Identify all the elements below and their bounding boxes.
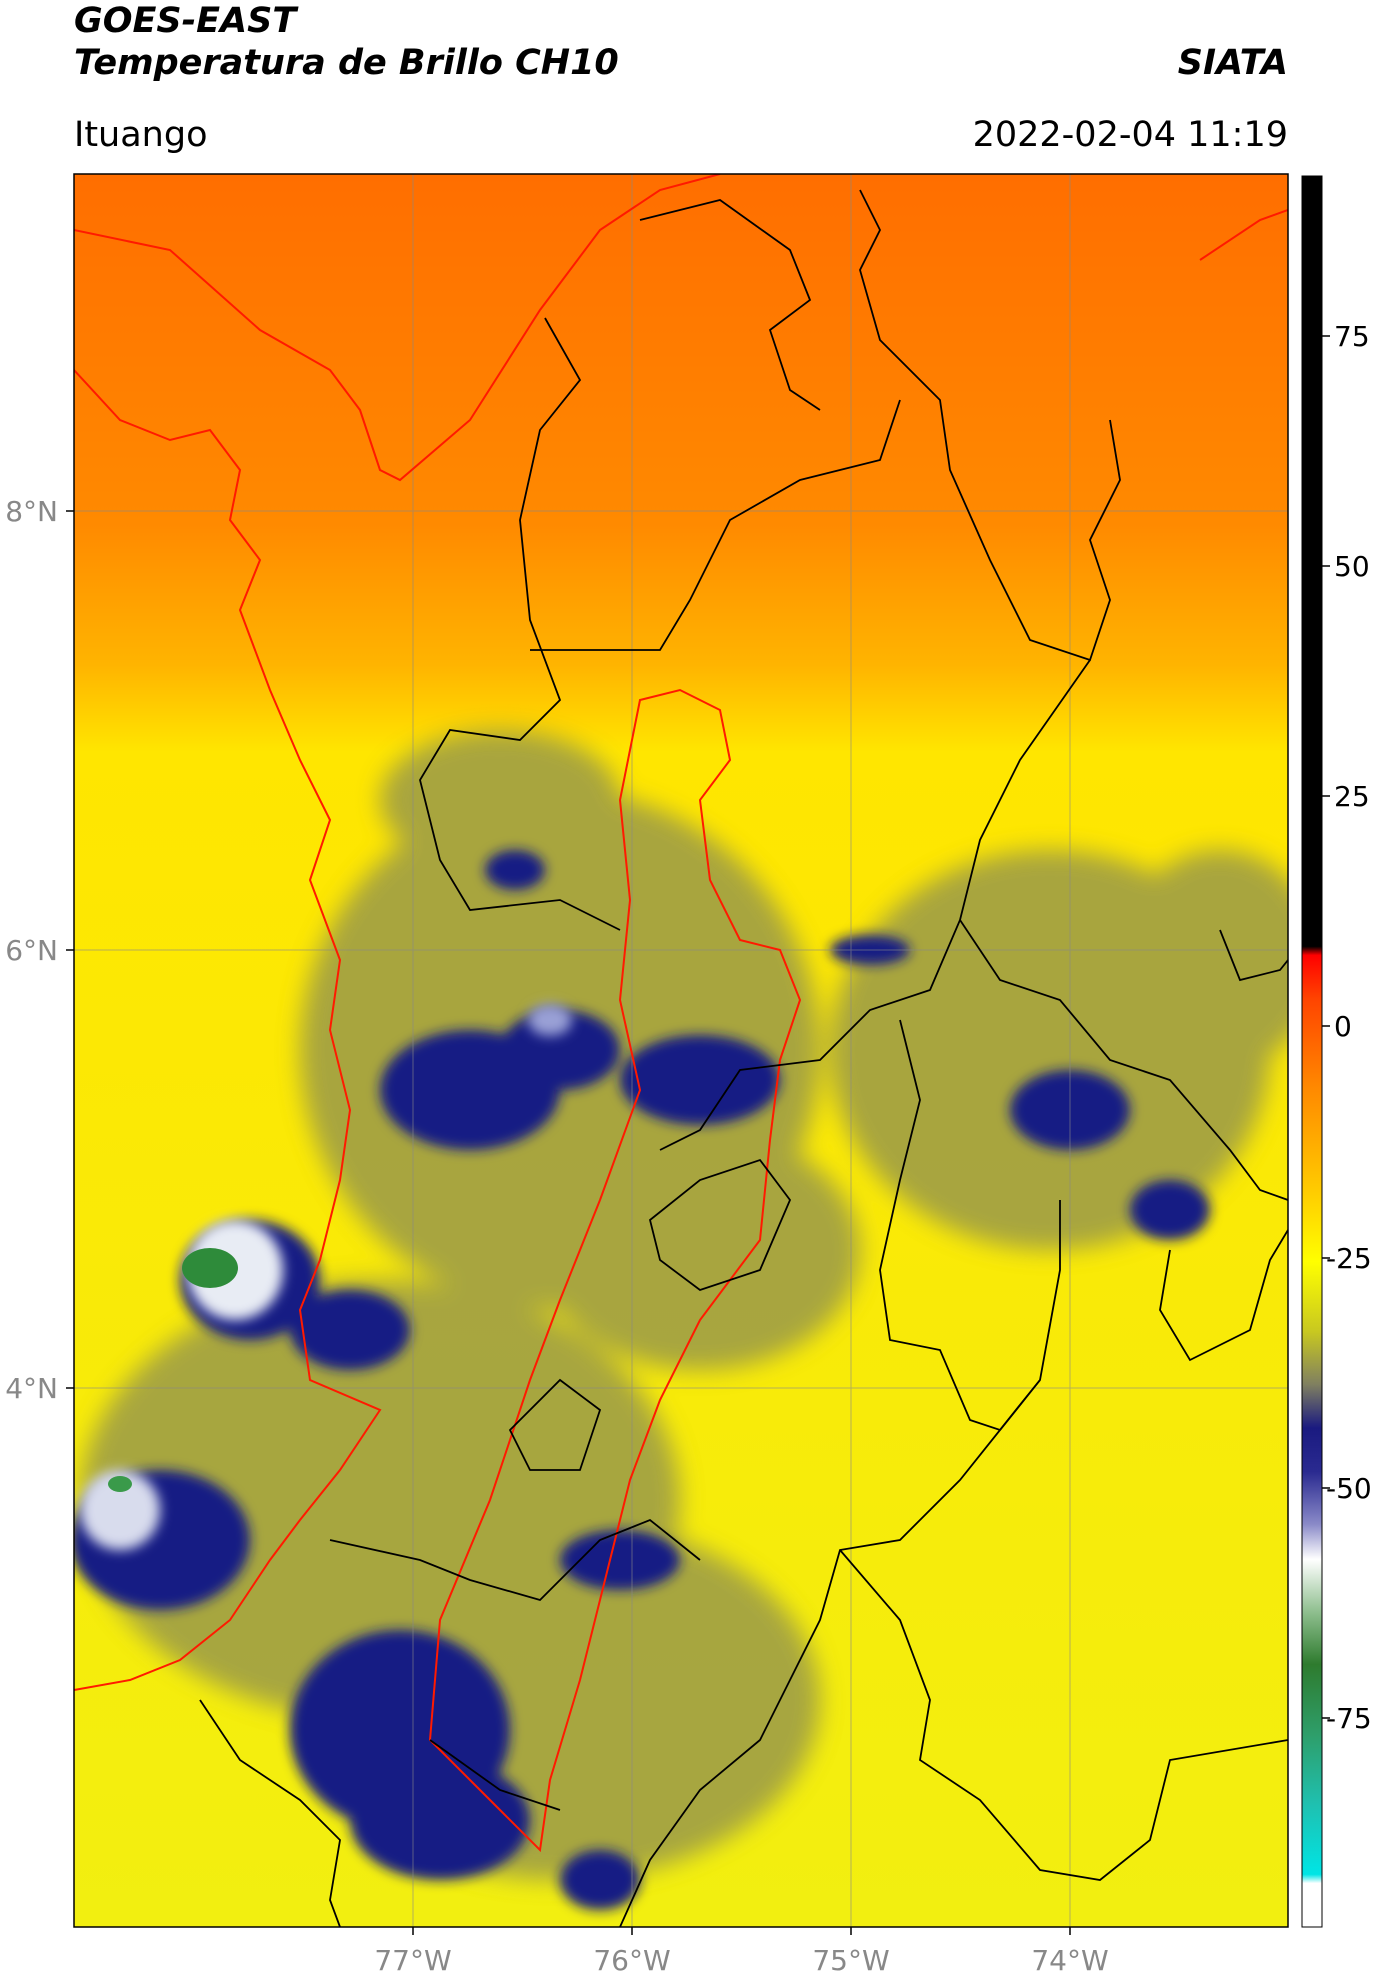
colorbar-tick: 50 bbox=[1334, 550, 1370, 583]
product-title: Temperatura de Brillo CH10 bbox=[74, 43, 619, 83]
ituango-region-outline bbox=[428, 688, 802, 1853]
cold-core-green bbox=[182, 1248, 238, 1288]
colorbar bbox=[1301, 175, 1323, 1928]
lon-label-75W: 75°W bbox=[812, 1944, 889, 1977]
satellite-title: GOES-EAST bbox=[74, 1, 297, 41]
brightness-temperature-field bbox=[74, 174, 1288, 1927]
colorbar-tick: 25 bbox=[1334, 780, 1370, 813]
latitude-labels: 8°N 6°N 4°N bbox=[5, 495, 58, 1405]
colorbar-tick: -25 bbox=[1326, 1242, 1372, 1275]
lat-label-8N: 8°N bbox=[5, 495, 58, 528]
colorbar-ticks: 75 50 25 0 -25 -50 -75 bbox=[1326, 320, 1372, 1735]
map-frame bbox=[73, 173, 1289, 1928]
lat-label-4N: 4°N bbox=[5, 1372, 58, 1405]
colorbar-tick: -50 bbox=[1326, 1472, 1372, 1505]
lon-label-76W: 76°W bbox=[593, 1944, 670, 1977]
lon-label-77W: 77°W bbox=[374, 1944, 451, 1977]
longitude-labels: 77°W 76°W 75°W 74°W bbox=[374, 1944, 1108, 1977]
admin-boundaries bbox=[199, 189, 1288, 1927]
colorbar-tick: 0 bbox=[1334, 1010, 1352, 1043]
region-label: Ituango bbox=[74, 115, 208, 155]
colorbar-tick: 75 bbox=[1334, 320, 1370, 353]
datetime-label: 2022-02-04 11:19 bbox=[972, 115, 1288, 155]
coastline bbox=[74, 369, 382, 1691]
lon-label-74W: 74°W bbox=[1031, 1944, 1108, 1977]
org-label: SIATA bbox=[1177, 43, 1288, 83]
lat-label-6N: 6°N bbox=[5, 934, 58, 967]
colorbar-tick: -75 bbox=[1326, 1702, 1372, 1735]
